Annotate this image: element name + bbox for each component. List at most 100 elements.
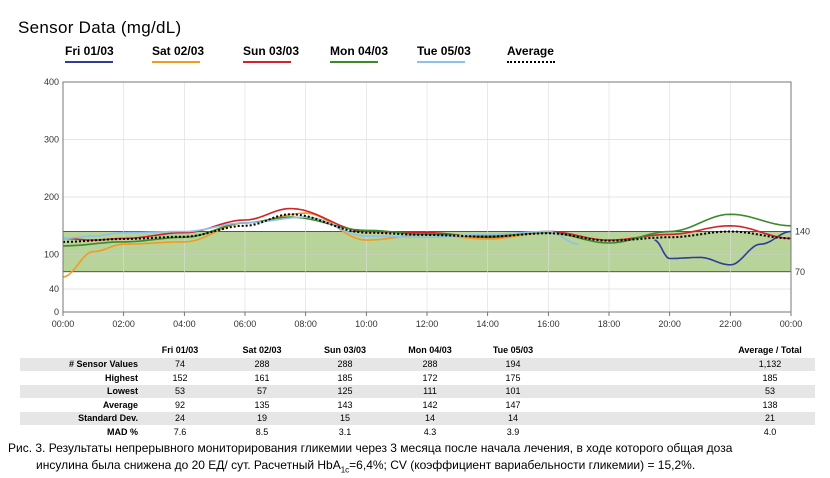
table-cell: 288 xyxy=(422,359,438,369)
table-cell: 147 xyxy=(505,399,521,410)
table-header-cell: Average / Total xyxy=(738,345,802,355)
table-row: Lowest 53 57 125 111 101 53 xyxy=(20,385,815,398)
table-cell: 92 xyxy=(174,399,185,410)
table-header-cell: Fri 01/03 xyxy=(161,345,199,355)
table-cell: 194 xyxy=(505,359,521,369)
y-tick-label: 0 xyxy=(54,307,59,317)
legend-label: Fri 01/03 xyxy=(65,44,114,58)
plot-border xyxy=(62,81,792,313)
table-row-label: Highest xyxy=(104,372,138,383)
x-tick-label: 08:00 xyxy=(294,319,317,329)
x-tick-label: 14:00 xyxy=(476,319,499,329)
chart-title: Sensor Data (mg/dL) xyxy=(18,18,182,37)
table-cell: 125 xyxy=(337,386,353,396)
target-high-label: 140 xyxy=(795,227,810,237)
table-cell: 7.6 xyxy=(173,426,187,437)
caption-line-2-sub: 1c xyxy=(340,465,350,475)
y-tick-label: 100 xyxy=(44,250,59,260)
table-row-label: Standard Dev. xyxy=(78,413,138,423)
legend-label: Sat 02/03 xyxy=(152,44,205,58)
legend-item: Average xyxy=(507,44,555,63)
table-cell: 135 xyxy=(254,399,270,410)
table-row-label: # Sensor Values xyxy=(68,359,138,369)
legend-item: Tue 05/03 xyxy=(417,44,471,63)
x-tick-label: 00:00 xyxy=(52,319,75,329)
table-row: # Sensor Values 74 288 288 288 194 1,132 xyxy=(20,358,815,371)
table-row-label: Lowest xyxy=(106,386,138,396)
table-cell: 3.9 xyxy=(506,426,520,437)
table-header-row: Fri 01/03 Sat 02/03 Sun 03/03 Mon 04/03 Tue … xyxy=(0,344,830,357)
x-tick-label: 16:00 xyxy=(537,319,560,329)
x-tick-label: 04:00 xyxy=(173,319,196,329)
legend-swatch xyxy=(243,61,291,63)
table-cell: 19 xyxy=(256,413,267,423)
table-header-cell: Tue 05/03 xyxy=(492,345,534,355)
table-cell: 3.1 xyxy=(338,426,352,437)
table-cell: 161 xyxy=(254,372,270,383)
table-row-label: MAD % xyxy=(107,426,138,437)
series-line-average xyxy=(62,213,792,243)
table-header-cell: Sun 03/03 xyxy=(323,345,367,355)
legend-swatch xyxy=(65,61,113,63)
caption-line-1: Рис. 3. Результаты непрерывного монитори… xyxy=(8,441,733,455)
table-row-label: Average xyxy=(102,399,138,410)
y-tick-label: 200 xyxy=(44,192,59,202)
legend-label: Sun 03/03 xyxy=(243,44,300,58)
table-header-cell: Sat 02/03 xyxy=(242,345,282,355)
legend-item: Sun 03/03 xyxy=(243,44,300,63)
table-cell: 53 xyxy=(174,386,185,396)
legend-swatch xyxy=(330,61,378,63)
table-cell: 8.5 xyxy=(255,426,269,437)
x-tick-label: 12:00 xyxy=(416,319,439,329)
table-row: Average 92 135 143 142 147 138 xyxy=(0,399,830,412)
table-cell: 1,132 xyxy=(758,359,782,369)
table-cell: 172 xyxy=(422,372,438,383)
table-cell: 24 xyxy=(174,413,185,423)
x-tick-label: 10:00 xyxy=(355,319,378,329)
table-cell: 111 xyxy=(423,386,437,396)
table-cell: 57 xyxy=(256,386,267,396)
series-line-tue-05-03 xyxy=(63,216,579,245)
table-cell: 101 xyxy=(505,386,521,396)
table-cell: 4.3 xyxy=(423,426,437,437)
table-cell: 14 xyxy=(424,413,435,423)
x-tick-label: 00:00 xyxy=(780,319,803,329)
legend: Fri 01/03 Sat 02/03 Sun 03/03 Mon 04/03 Tue … xyxy=(0,44,830,66)
table-cell: 175 xyxy=(505,372,521,383)
series-line-fri-01-03 xyxy=(654,230,792,266)
table-row: MAD % 7.6 8.5 3.1 4.3 3.9 4.0 xyxy=(0,426,830,439)
table-cell: 185 xyxy=(762,372,778,383)
legend-swatch xyxy=(417,61,465,63)
table-cell: 53 xyxy=(764,386,775,396)
legend-label: Tue 05/03 xyxy=(417,44,471,58)
legend-swatch xyxy=(507,61,555,63)
table-header-cell: Mon 04/03 xyxy=(408,345,452,355)
target-low-label: 70 xyxy=(795,267,805,277)
x-tick-label: 22:00 xyxy=(719,319,742,329)
table-cell: 288 xyxy=(254,359,270,369)
y-tick-label: 40 xyxy=(49,284,59,294)
legend-swatch xyxy=(152,61,200,63)
caption-line-2b: =6,4%; CV (коэффициент вариабельности гл… xyxy=(349,458,696,472)
caption-line-2a: инсулина была снижена до 20 ЕД/ сут. Рас… xyxy=(36,458,341,472)
table-row: Standard Dev. 24 19 15 14 14 21 xyxy=(20,412,815,425)
table-cell: 15 xyxy=(339,413,350,423)
y-tick-label: 300 xyxy=(44,135,59,145)
figure-caption: Рис. 3. Результаты непрерывного монитори… xyxy=(8,440,823,478)
table-cell: 185 xyxy=(337,372,353,383)
y-tick-label: 400 xyxy=(44,77,59,87)
table-cell: 138 xyxy=(762,399,778,410)
legend-label: Mon 04/03 xyxy=(330,44,389,58)
legend-item: Mon 04/03 xyxy=(330,44,389,63)
table-cell: 152 xyxy=(172,372,188,383)
table-cell: 74 xyxy=(174,359,185,369)
x-tick-label: 20:00 xyxy=(658,319,681,329)
table-cell: 143 xyxy=(337,399,353,410)
x-tick-label: 18:00 xyxy=(598,319,621,329)
table-cell: 21 xyxy=(764,413,775,423)
table-cell: 4.0 xyxy=(763,426,777,437)
table-cell: 288 xyxy=(337,359,353,369)
table-cell: 14 xyxy=(507,413,518,423)
legend-label: Average xyxy=(507,44,554,58)
legend-item: Fri 01/03 xyxy=(65,44,114,63)
